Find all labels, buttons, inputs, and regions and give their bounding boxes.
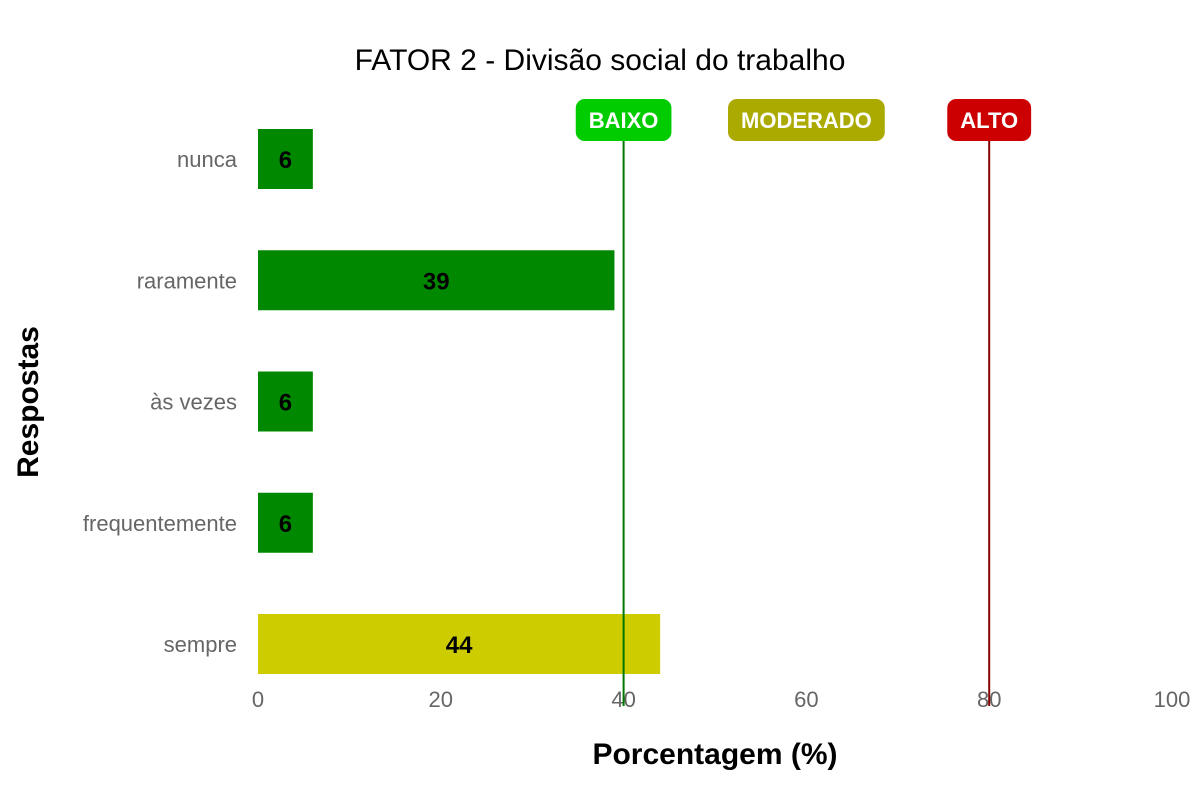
threshold-badge-alto: ALTO — [947, 99, 1032, 141]
category-label-às-vezes: às vezes — [150, 390, 237, 415]
threshold-label-moderado: MODERADO — [741, 108, 872, 133]
chart-title: FATOR 2 - Divisão social do trabalho — [355, 44, 846, 77]
threshold-label-alto: ALTO — [960, 108, 1018, 133]
threshold-badge-bg-moderado — [728, 99, 885, 141]
x-tick-label: 20 — [429, 687, 453, 712]
threshold-badge-bg-baixo — [575, 99, 672, 141]
bar-value-label: 6 — [279, 147, 292, 174]
bar-às-vezes — [258, 371, 313, 432]
bar-raramente — [258, 250, 615, 311]
x-ticks-group: 0 20 40 60 80 100 — [252, 687, 1190, 712]
x-tick-label: 0 — [252, 687, 264, 712]
bar-frequentemente — [258, 492, 313, 553]
x-axis-title: Porcentagem (%) — [592, 738, 837, 771]
threshold-badge-moderado: MODERADO — [728, 99, 885, 141]
threshold-badge-baixo: BAIXO — [575, 99, 672, 141]
category-label-sempre: sempre — [164, 632, 237, 657]
category-label-raramente: raramente — [137, 268, 237, 293]
threshold-label-baixo: BAIXO — [589, 108, 659, 133]
x-tick-label: 100 — [1154, 687, 1191, 712]
category-label-nunca: nunca — [177, 147, 238, 172]
y-axis-title: Respostas — [12, 326, 45, 478]
bar-value-label: 44 — [446, 632, 473, 659]
bar-value-label: 39 — [423, 268, 450, 295]
bar-sempre — [258, 614, 661, 674]
bar-value-label: 6 — [279, 511, 292, 538]
thresholds-group: BAIXO MODERADO ALTO — [575, 99, 1032, 706]
bars-group: nunca 6 raramente 39 às vezes 6 frequentemente… — [83, 129, 661, 674]
bar-value-label: 6 — [279, 390, 292, 417]
category-label-frequentemente: frequentemente — [83, 511, 237, 536]
bar-nunca — [258, 129, 313, 189]
x-tick-label: 60 — [794, 687, 818, 712]
threshold-badge-bg-alto — [947, 99, 1032, 141]
